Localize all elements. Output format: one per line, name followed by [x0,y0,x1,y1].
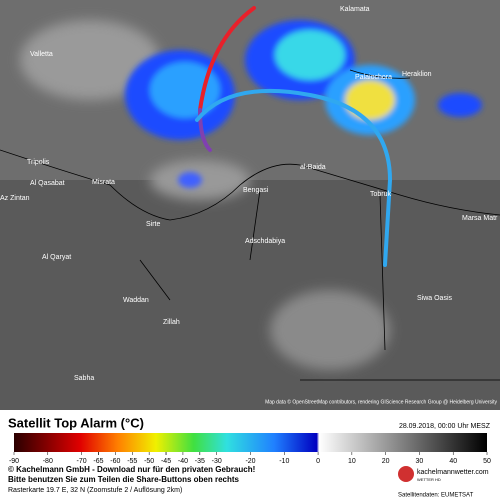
legend-date: 28.09.2018, 00:00 Uhr MESZ [399,423,491,430]
footer-line: Bitte benutzen Sie zum Teilen die Share-… [8,475,240,484]
colorbar-tick-label: -55 [127,458,137,465]
colorbar-tick-label: -50 [144,458,154,465]
source: Satellitendaten: EUMETSAT [398,493,474,499]
city: Al Qasabat [30,180,65,187]
colorbar-tick-label: -65 [93,458,103,465]
colorbar-tick-label: -45 [161,458,171,465]
legend-title: Satellit Top Alarm (°C) [8,415,144,430]
colorbar-tick-label: 40 [449,458,457,465]
city: Siwa Oasis [417,295,453,302]
city: Valletta [30,51,53,58]
colorbar-tick-label: -40 [178,458,188,465]
colorbar-tick-label: -20 [245,458,255,465]
city: Sirte [146,221,161,228]
colorbar [14,433,487,452]
storm-cells [125,20,482,188]
city: Kalamata [340,6,370,13]
legend-panel: Satellit Top Alarm (°C) 28.09.2018, 00:0… [8,415,491,499]
logo-text: kachelmannwetter.com [417,469,489,476]
city: Bengasi [243,187,269,194]
colorbar-tick-label: -60 [110,458,120,465]
colorbar-tick-label: -10 [279,458,289,465]
city: Zillah [163,319,180,326]
city: Palaiochora [355,74,392,81]
city: Misrata [92,179,115,186]
city: Al Qaryat [42,254,71,261]
city: Adschdabiya [245,238,285,245]
footer-line: © Kachelmann GmbH - Download nur für den… [8,465,255,474]
colorbar-tick-label: -35 [195,458,205,465]
colorbar-tick-label: -90 [9,458,19,465]
city: al-Baida [300,164,326,171]
attribution: Map data © OpenStreetMap contributors, r… [265,398,497,405]
clouds [20,20,390,370]
colorbar-tick-label: 0 [316,458,320,465]
city: Heraklion [402,71,432,78]
colorbar-tick-label: 20 [382,458,390,465]
city: Tobruk [370,191,392,198]
city: Tripolis [27,159,50,166]
logo-sub: WETTER HD [417,477,441,482]
colorbar-tick-label: -30 [212,458,222,465]
city-labels: Kalamata Valletta Tripolis Al Qasabat Mi… [0,6,498,382]
colorbar-tick-label: 10 [348,458,356,465]
colorbar-tick-label: 30 [416,458,424,465]
city: Sabha [74,375,94,382]
city: Waddan [123,297,149,304]
colorbar-tick-label: -80 [43,458,53,465]
colorbar-tick-label: -70 [77,458,87,465]
borders [0,69,500,381]
city: Marsa Matr [462,215,498,222]
city: Az Zintan [0,195,30,202]
storm-tracks [195,6,393,267]
logo-icon [398,466,414,482]
colorbar-tick-label: 50 [483,458,491,465]
footer-line: Rasterkarte 19.7 E, 32 N (Zoomstufe 2 / … [8,487,182,494]
satellite-map: Kalamata Valletta Tripolis Al Qasabat Mi… [0,0,500,410]
